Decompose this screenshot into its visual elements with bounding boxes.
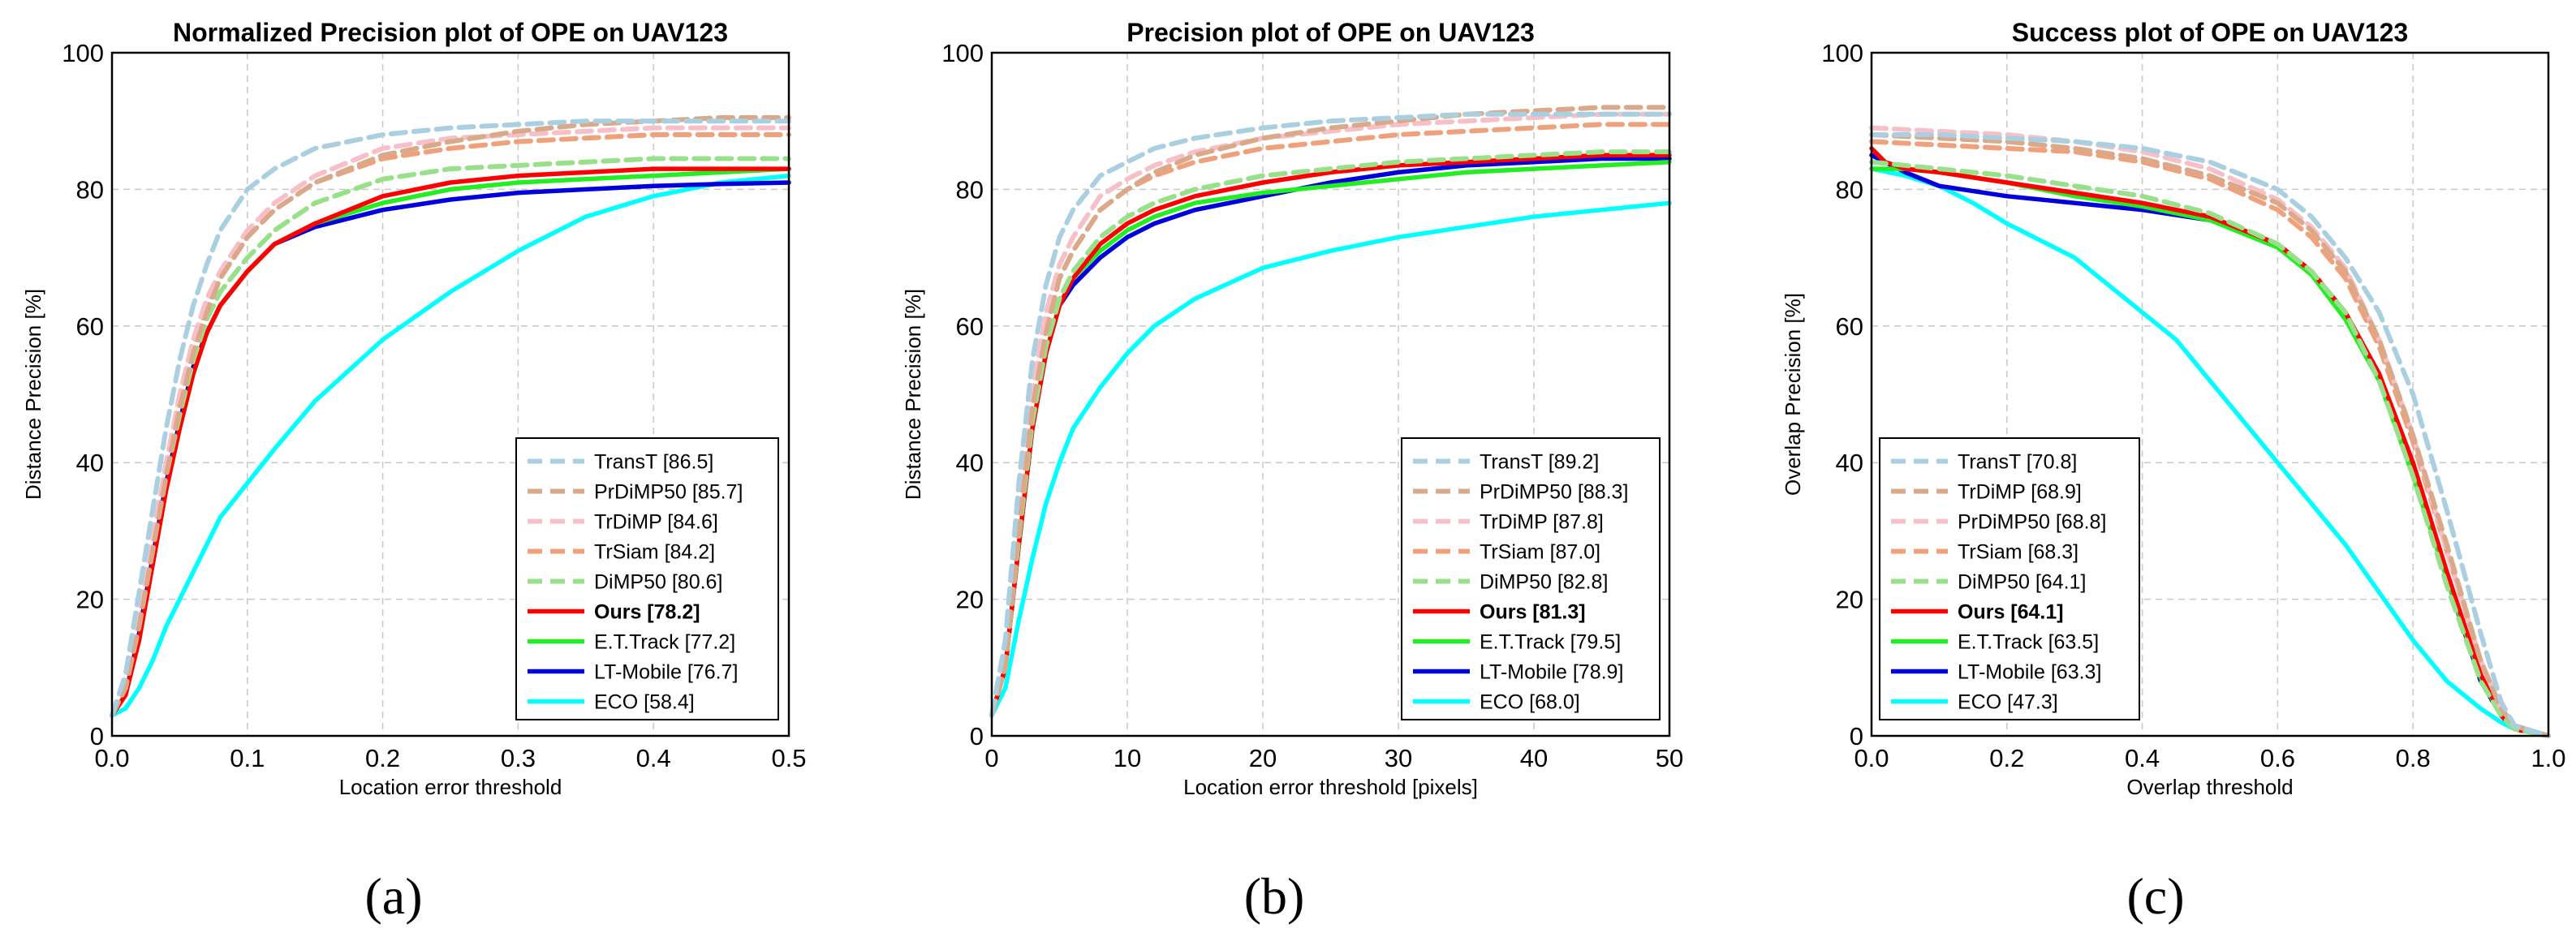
series-line — [110, 118, 791, 718]
x-tick-label: 1.0 — [2531, 744, 2565, 772]
y-tick-label: 100 — [1821, 39, 1863, 67]
axes-frame — [990, 51, 1671, 737]
legend-entry: TrSiam [84.2] — [594, 541, 715, 564]
legend-entry: DiMP50 [82.8] — [1480, 571, 1608, 594]
chart-title: Success plot of OPE on UAV123 — [2012, 18, 2408, 47]
chart-panel-1: 0.0 0.1 0.2 0.3 0.4 0.5 0 20 40 60 80 100 Normalized… — [21, 18, 807, 925]
legend-entry: TrDiMP [87.8] — [1480, 511, 1604, 534]
x-tick-label: 0.6 — [2260, 744, 2295, 772]
chart-panel-2: 0 10 20 30 40 50 0 20 40 60 80 100 Precision plot of… — [901, 18, 1683, 925]
y-tick-label: 80 — [76, 175, 104, 204]
x-axis-label: Location error threshold — [339, 775, 562, 799]
y-tick-label: 0 — [1850, 722, 1863, 750]
series-line — [1869, 159, 2551, 738]
y-tick-label: 20 — [956, 586, 984, 614]
legend-entry: LT-Mobile [78.9] — [1480, 661, 1623, 684]
legend-entry: ECO [58.4] — [594, 691, 695, 714]
x-tick-label: 20 — [1249, 744, 1277, 772]
x-tick-label: 0.4 — [2125, 744, 2160, 772]
y-tick-label: 0 — [970, 722, 984, 750]
legend-entry: LT-Mobile [76.7] — [594, 661, 738, 684]
series-line — [989, 200, 1672, 718]
legend-entry: ECO [68.0] — [1480, 691, 1580, 714]
axes-frame — [1870, 51, 2550, 737]
chart-title: Precision plot of OPE on UAV123 — [1126, 18, 1535, 47]
legend-entry: PrDiMP50 [68.8] — [1958, 511, 2106, 534]
series-line — [1869, 132, 2551, 738]
y-axis-label: Overlap Precision [%] — [1781, 293, 1805, 496]
y-tick-label: 60 — [76, 312, 104, 341]
y-tick-label: 40 — [956, 449, 984, 477]
y-tick-label: 80 — [1836, 175, 1863, 204]
chart-title: Normalized Precision plot of OPE on UAV1… — [173, 18, 728, 47]
y-tick-label: 100 — [62, 39, 104, 67]
legend-entry: TransT [86.5] — [594, 451, 713, 474]
y-tick-label: 100 — [941, 39, 984, 67]
x-tick-label: 0.5 — [771, 744, 806, 772]
legend-entry: E.T.Track [63.5] — [1958, 631, 2099, 654]
x-tick-label: 0.4 — [636, 744, 671, 772]
x-tick-label: 0 — [984, 744, 998, 772]
legend-entry: Ours [81.3] — [1480, 601, 1586, 624]
x-tick-label: 10 — [1114, 744, 1141, 772]
chart-panel-3: 0.0 0.2 0.4 0.6 0.8 1.0 0 20 40 60 80 100 Success pl… — [1781, 18, 2566, 925]
x-tick-label: 50 — [1656, 744, 1683, 772]
x-tick-label: 0.2 — [1989, 744, 2024, 772]
legend-entry: TrDiMP [68.9] — [1958, 481, 2082, 504]
panel-label: (b) — [1244, 867, 1305, 925]
y-tick-label: 40 — [76, 449, 104, 477]
y-tick-label: 60 — [956, 312, 984, 341]
y-axis-label: Distance Precision [%] — [901, 289, 925, 500]
series-line — [989, 111, 1672, 718]
legend-entry: E.T.Track [77.2] — [594, 631, 735, 654]
legend-entry: E.T.Track [79.5] — [1480, 631, 1621, 654]
legend-entry: Ours [64.1] — [1958, 601, 2064, 624]
panel-label: (a) — [364, 867, 422, 925]
y-tick-label: 40 — [1836, 449, 1863, 477]
x-tick-label: 0.0 — [1854, 744, 1889, 772]
x-tick-label: 30 — [1385, 744, 1412, 772]
legend-entry: TrSiam [87.0] — [1480, 541, 1600, 564]
y-axis-label: Distance Precision [%] — [21, 289, 45, 500]
legend-entry: TransT [70.8] — [1958, 451, 2077, 474]
legend-entry: TrDiMP [84.6] — [594, 511, 718, 534]
y-tick-label: 20 — [1836, 586, 1863, 614]
x-tick-label: 0.2 — [365, 744, 400, 772]
series-line — [110, 173, 791, 718]
y-tick-label: 20 — [76, 586, 104, 614]
x-tick-label: 40 — [1520, 744, 1548, 772]
y-tick-label: 80 — [956, 175, 984, 204]
x-tick-label: 0.8 — [2396, 744, 2431, 772]
series-line — [110, 166, 791, 718]
series-line — [1869, 132, 2551, 738]
x-tick-label: 0.1 — [230, 744, 265, 772]
legend-entry: DiMP50 [80.6] — [594, 571, 722, 594]
y-tick-label: 0 — [90, 722, 104, 750]
legend-entry: LT-Mobile [63.3] — [1958, 661, 2101, 684]
legend-entry: TrSiam [68.3] — [1958, 541, 2078, 564]
panel-label: (c) — [2126, 867, 2184, 925]
legend-entry: PrDiMP50 [85.7] — [594, 481, 743, 504]
series-line — [1869, 166, 2551, 738]
x-axis-label: Location error threshold [pixels] — [1183, 775, 1478, 799]
legend-entry: DiMP50 [64.1] — [1958, 571, 2086, 594]
y-tick-label: 60 — [1836, 312, 1863, 341]
legend-entry: ECO [47.3] — [1958, 691, 2058, 714]
legend-entry: TransT [89.2] — [1480, 451, 1599, 474]
x-tick-label: 0.0 — [94, 744, 129, 772]
axes-frame — [110, 51, 790, 737]
legend-entry: Ours [78.2] — [594, 601, 700, 624]
series-line — [110, 115, 791, 718]
legend-entry: PrDiMP50 [88.3] — [1480, 481, 1628, 504]
x-tick-label: 0.3 — [501, 744, 536, 772]
x-axis-label: Overlap threshold — [2126, 775, 2293, 799]
